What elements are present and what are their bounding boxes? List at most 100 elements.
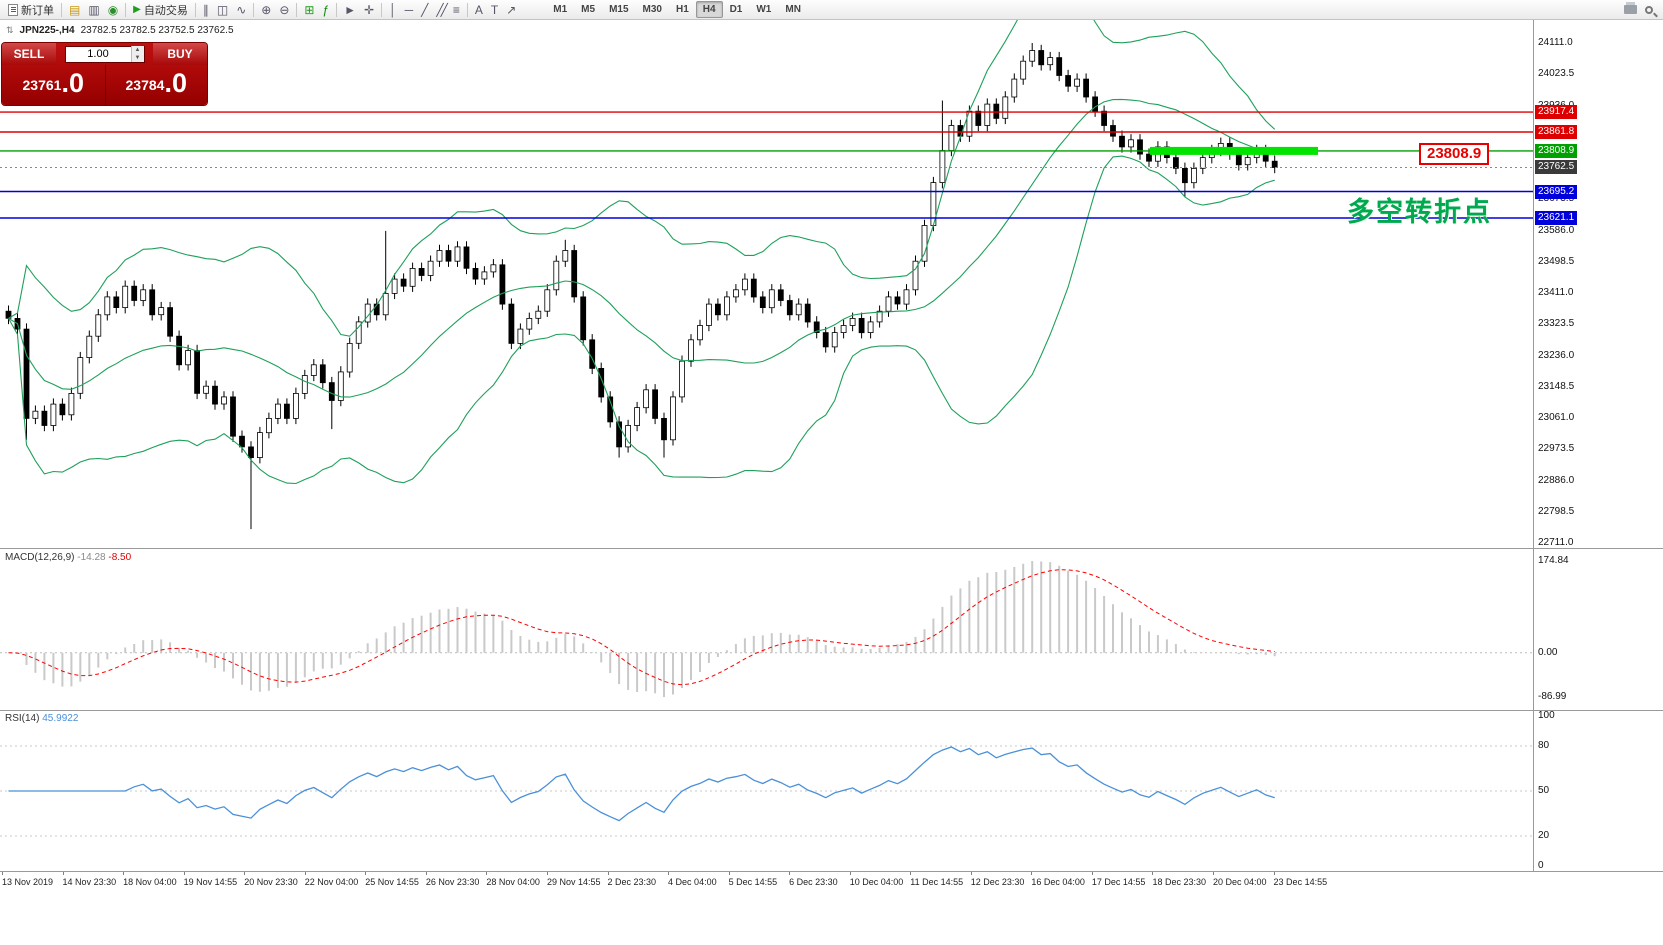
time-axis-tick	[123, 872, 125, 875]
time-axis-tick	[183, 872, 185, 875]
price-axis-label: 23236.0	[1538, 349, 1575, 361]
time-axis-label: 16 Dec 04:00	[1031, 877, 1085, 887]
rsi-axis-label: 80	[1538, 740, 1550, 751]
market-watch-icon: ▥	[88, 2, 100, 17]
terminal-button[interactable]: ◉	[104, 1, 122, 19]
tile-windows-icon: ⊞	[304, 2, 315, 17]
price-line-badge: 23917.4	[1535, 105, 1578, 120]
timeframe-h4[interactable]: H4	[695, 1, 723, 18]
new-order-icon	[8, 3, 18, 16]
search-icon[interactable]	[1645, 5, 1653, 14]
macd-main-value: -14.28	[77, 552, 106, 563]
time-axis-label: 26 Nov 23:30	[425, 877, 480, 887]
macd-axis-label: 174.84	[1538, 555, 1569, 566]
time-axis-tick	[910, 872, 912, 875]
sell-button[interactable]: SELL	[2, 43, 56, 65]
price-axis-label: 22973.5	[1538, 443, 1575, 455]
panel-separator[interactable]	[0, 548, 1663, 549]
text-button[interactable]: A	[471, 1, 487, 19]
timeframe-mn[interactable]: MN	[785, 4, 801, 15]
time-axis-tick	[789, 872, 791, 875]
arrow-tool-button[interactable]: ↗	[502, 1, 520, 19]
price-axis-label: 23673.5	[1538, 193, 1575, 205]
time-axis[interactable]: 13 Nov 2019 14 Nov 23:30 18 Nov 04:00 19 No…	[0, 872, 1533, 890]
new-order-button[interactable]: 新订单	[4, 1, 58, 19]
timeframe-h1[interactable]: H1	[675, 4, 689, 15]
fibonacci-icon: ≡	[452, 2, 460, 17]
market-watch-button[interactable]: ▥	[84, 1, 103, 19]
channel-button[interactable]: ╱╱	[432, 1, 448, 19]
vertical-line-icon: │	[389, 2, 397, 17]
volume-value[interactable]: 1.00	[87, 48, 109, 60]
time-axis-label: 12 Dec 23:30	[970, 877, 1025, 887]
toolbar-right	[1624, 2, 1659, 14]
zoom-out-button[interactable]: ⊖	[275, 1, 293, 19]
toolbar-separator	[61, 2, 62, 17]
macd-chart-canvas[interactable]	[0, 549, 1533, 710]
text-label-icon: T	[490, 2, 499, 17]
macd-axis-label: 0.00	[1538, 646, 1558, 658]
timeframe-m30[interactable]: M30	[642, 4, 662, 15]
time-axis-tick	[668, 872, 670, 875]
indicators-icon: ƒ	[322, 2, 330, 17]
crosshair-button[interactable]: ✛	[360, 1, 378, 19]
rsi-axis: 100 80 50 20 0	[1534, 710, 1663, 871]
charts-list-button[interactable]: ▤	[65, 1, 84, 19]
macd-axis-label: -86.99	[1538, 691, 1567, 702]
sell-price[interactable]: 23761 .0	[2, 65, 105, 105]
chart-updown-icon: ⇅	[6, 25, 14, 35]
charts-icon: ▤	[69, 2, 81, 17]
macd-axis: 174.84 0.00 -86.99	[1534, 549, 1663, 710]
toolbar-separator	[466, 2, 468, 17]
auto-trading-button[interactable]: ▶ 自动交易	[129, 1, 192, 19]
time-axis-label: 22 Nov 04:00	[304, 877, 359, 887]
zoom-in-button[interactable]: ⊕	[257, 1, 275, 19]
time-axis-separator	[0, 871, 1663, 872]
sell-price-int: 23761	[22, 77, 62, 93]
timeframe-m15[interactable]: M15	[609, 4, 629, 15]
timeframe-d1[interactable]: D1	[729, 4, 743, 15]
toolbar: 新订单 ▤ ▥ ◉ ▶ 自动交易 ∥ ◫ ∿ ⊕ ⊖ ⊞ ƒ ► ✛ │ ─ ╱…	[0, 0, 1663, 20]
crosshair-icon: ✛	[364, 2, 375, 17]
tile-windows-button[interactable]: ⊞	[300, 1, 318, 19]
time-axis-label: 10 Dec 04:00	[849, 877, 904, 887]
annotation-text[interactable]: 多空转折点	[1347, 197, 1492, 228]
main-chart-canvas[interactable]	[0, 20, 1533, 548]
price-callout[interactable]: 23808.9	[1419, 143, 1490, 165]
price-axis-border	[1533, 20, 1534, 872]
volume-up-button[interactable]: ▲	[131, 46, 144, 54]
rsi-chart-canvas[interactable]	[0, 711, 1533, 871]
line-chart-icon: ∿	[236, 2, 247, 17]
fibonacci-button[interactable]: ≡	[449, 1, 464, 19]
candlestick-chart-button[interactable]: ◫	[213, 1, 232, 19]
timeframe-w1[interactable]: W1	[756, 4, 772, 15]
channel-icon: ╱╱	[436, 2, 448, 17]
trendline-button[interactable]: ╱	[417, 1, 432, 19]
buy-price[interactable]: 23784 .0	[104, 65, 208, 105]
rsi-axis-label: 20	[1538, 830, 1550, 841]
price-line-badge: 23695.2	[1535, 184, 1578, 199]
time-axis-label: 2 Dec 23:30	[607, 877, 657, 887]
vertical-line-button[interactable]: │	[385, 1, 401, 19]
trendline-icon: ╱	[421, 2, 429, 17]
print-icon[interactable]	[1624, 2, 1637, 14]
buy-button[interactable]: BUY	[153, 43, 207, 65]
horizontal-line-button[interactable]: ─	[401, 1, 418, 19]
price-axis-label: 23586.0	[1538, 224, 1575, 236]
text-label-button[interactable]: T	[487, 1, 502, 19]
panel-separator[interactable]	[0, 710, 1663, 711]
cursor-button[interactable]: ►	[340, 1, 360, 19]
one-click-trade-widget: SELL 1.00 ▲ ▼ BUY 23761 .0 23784 .0	[2, 43, 207, 105]
indicators-button[interactable]: ƒ	[318, 1, 333, 19]
volume-stepper[interactable]: 1.00 ▲ ▼	[64, 45, 145, 63]
timeframe-m1[interactable]: M1	[553, 4, 568, 15]
bar-chart-button[interactable]: ∥	[199, 1, 213, 19]
play-icon: ▶	[133, 4, 141, 15]
rsi-value: 45.9922	[42, 713, 79, 724]
symbol-period: JPN225-,H4	[19, 25, 75, 36]
rsi-title: RSI(14) 45.9922	[5, 713, 78, 724]
timeframe-m5[interactable]: M5	[581, 4, 596, 15]
buy-price-frac: .0	[164, 68, 187, 98]
volume-down-button[interactable]: ▼	[131, 54, 144, 62]
line-chart-button[interactable]: ∿	[232, 1, 250, 19]
